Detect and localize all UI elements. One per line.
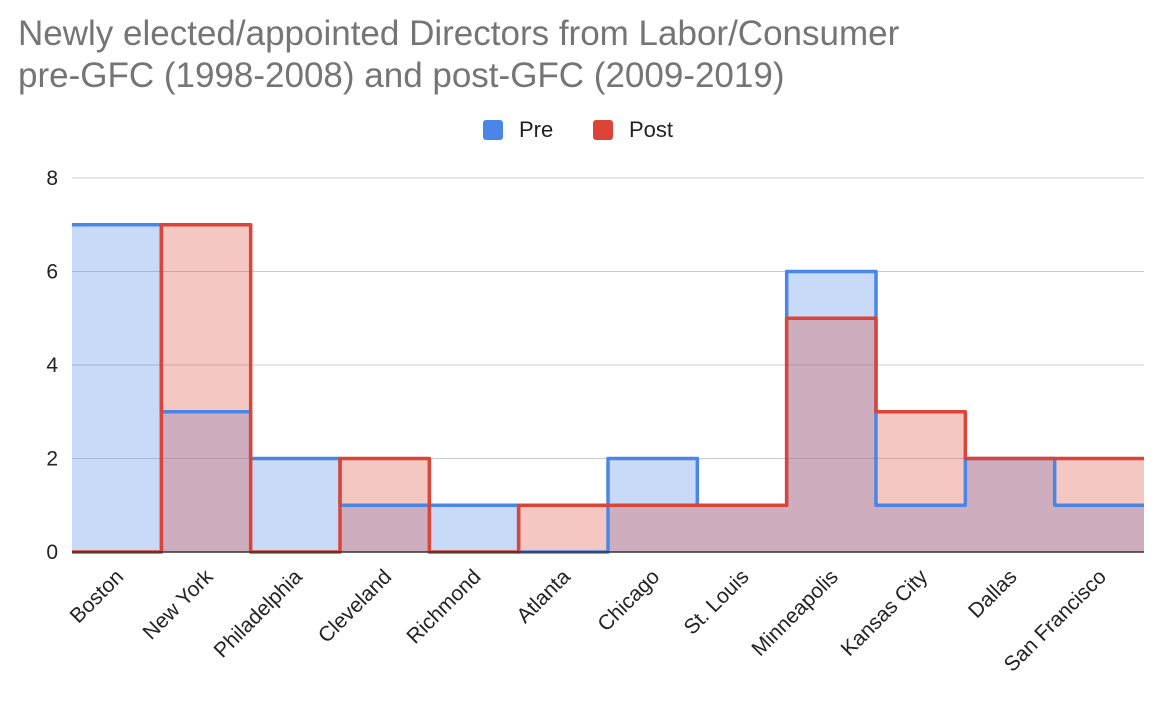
x-tick-label-new-york: New York	[139, 565, 218, 644]
legend-swatch-post	[593, 120, 613, 140]
y-tick-label-0: 0	[46, 541, 58, 564]
y-tick-label-8: 8	[46, 167, 58, 190]
y-tick-label-2: 2	[46, 448, 58, 471]
x-tick-label-kansas-city: Kansas City	[837, 565, 933, 661]
legend-label-pre: Pre	[519, 117, 554, 142]
chart-legend: Pre Post	[0, 116, 1164, 144]
x-tick-label-st-louis: St. Louis	[679, 565, 753, 639]
x-tick-label-boston: Boston	[66, 565, 129, 628]
x-tick-label-minneapolis: Minneapolis	[747, 565, 843, 661]
x-tick-label-cleveland: Cleveland	[314, 565, 396, 647]
series-line-post	[72, 223, 1144, 554]
chart-title-line-2: pre-GFC (1998-2008) and post-GFC (2009-2…	[18, 56, 785, 95]
y-tick-label-6: 6	[46, 261, 58, 284]
legend-item-pre[interactable]: Pre	[483, 116, 553, 144]
legend-label-post: Post	[629, 117, 674, 142]
legend-item-post[interactable]: Post	[593, 116, 673, 144]
legend-swatch-pre	[483, 120, 503, 140]
x-tick-label-richmond: Richmond	[402, 565, 485, 648]
chart-title-line-1: Newly elected/appointed Directors from L…	[18, 14, 900, 53]
y-tick-label-4: 4	[46, 354, 58, 377]
x-tick-label-atlanta: Atlanta	[512, 565, 575, 628]
x-tick-label-chicago: Chicago	[593, 565, 664, 636]
x-tick-label-philadelphia: Philadelphia	[210, 565, 307, 662]
x-tick-label-dallas: Dallas	[964, 565, 1022, 623]
